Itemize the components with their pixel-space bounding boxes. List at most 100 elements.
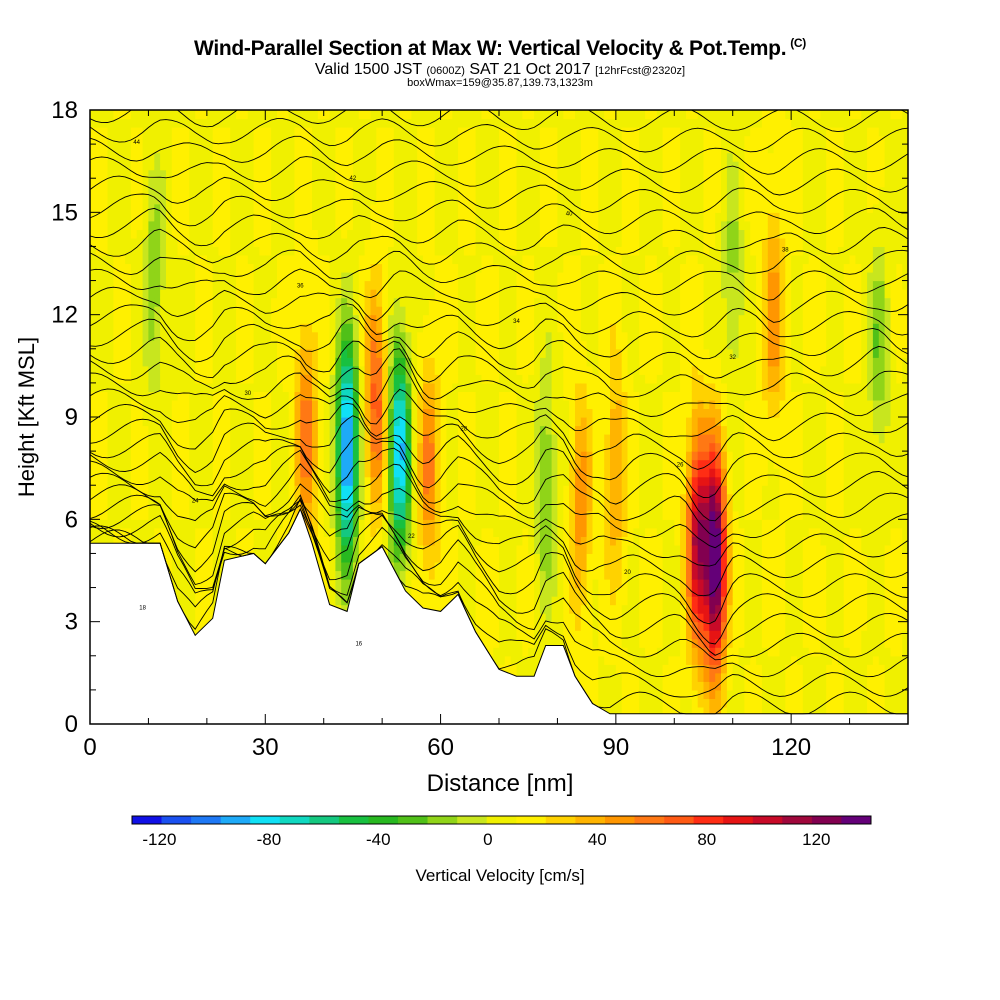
w-cell: [370, 417, 377, 427]
w-cell: [388, 297, 395, 307]
w-cell: [358, 195, 366, 205]
w-cell: [294, 357, 301, 367]
w-cell: [288, 127, 296, 137]
w-cell: [183, 340, 190, 350]
w-cell: [452, 186, 459, 196]
w-cell: [317, 510, 325, 520]
w-cell: [247, 212, 255, 222]
w-cell: [434, 297, 442, 307]
w-cell: [352, 374, 360, 384]
w-cell: [166, 417, 173, 427]
w-cell: [90, 306, 97, 316]
w-cell: [230, 365, 237, 375]
w-cell: [335, 161, 342, 171]
w-cell: [352, 161, 360, 171]
w-cell: [130, 399, 138, 409]
w-cell: [177, 169, 184, 179]
w-cell: [370, 323, 377, 333]
w-cell: [452, 434, 459, 444]
w-cell: [271, 169, 278, 179]
w-cell: [399, 365, 407, 375]
w-cell: [183, 485, 190, 495]
w-cell: [329, 519, 336, 529]
w-cell: [265, 203, 272, 213]
w-cell: [282, 459, 290, 469]
w-cell: [317, 314, 325, 324]
w-cell: [119, 263, 126, 273]
w-cell: [475, 186, 482, 196]
w-cell: [475, 348, 482, 358]
w-cell: [481, 417, 488, 427]
w-cell: [358, 263, 366, 273]
w-cell: [376, 314, 383, 324]
w-cell: [253, 144, 260, 154]
w-cell: [405, 144, 412, 154]
w-cell: [428, 161, 436, 171]
w-cell: [376, 536, 383, 546]
w-cell: [393, 468, 401, 478]
w-cell: [411, 510, 418, 520]
w-cell: [306, 348, 313, 358]
w-cell: [382, 220, 389, 230]
w-cell: [423, 220, 430, 230]
w-cell: [230, 331, 237, 341]
w-cell: [312, 297, 319, 307]
w-cell: [352, 408, 360, 418]
w-cell: [236, 212, 243, 222]
w-cell: [382, 297, 389, 307]
w-cell: [154, 442, 161, 452]
w-cell: [312, 246, 319, 256]
w-cell: [230, 340, 237, 350]
w-cell: [452, 263, 459, 273]
w-cell: [294, 229, 301, 239]
w-cell: [388, 340, 395, 350]
w-cell: [271, 544, 278, 554]
w-cell: [282, 152, 290, 162]
w-cell: [125, 110, 132, 120]
w-cell: [95, 220, 103, 230]
w-cell: [317, 263, 325, 273]
w-cell: [417, 544, 424, 554]
w-cell: [253, 289, 260, 299]
w-cell: [119, 442, 126, 452]
w-cell: [469, 280, 477, 290]
w-cell: [259, 220, 266, 230]
w-cell: [312, 280, 319, 290]
w-cell: [434, 382, 442, 392]
w-cell: [189, 408, 196, 418]
w-cell: [136, 323, 144, 333]
w-cell: [95, 118, 103, 128]
w-cell: [352, 110, 360, 120]
w-cell: [113, 229, 120, 239]
w-cell: [446, 382, 453, 392]
w-cell: [440, 485, 447, 495]
w-cell: [282, 280, 290, 290]
w-cell: [370, 110, 377, 120]
w-cell: [300, 203, 307, 213]
w-cell: [405, 459, 412, 469]
w-cell: [206, 152, 214, 162]
w-cell: [183, 186, 190, 196]
w-cell: [493, 587, 500, 597]
w-cell: [201, 570, 208, 580]
w-cell: [458, 306, 465, 316]
w-cell: [154, 127, 161, 137]
w-cell: [148, 391, 155, 401]
w-cell: [271, 306, 278, 316]
w-cell: [101, 502, 109, 512]
w-cell: [183, 178, 190, 188]
w-cell: [277, 425, 284, 435]
w-cell: [382, 331, 389, 341]
w-cell: [364, 374, 371, 384]
w-cell: [382, 246, 389, 256]
w-cell: [224, 135, 231, 145]
w-cell: [107, 510, 114, 520]
w-cell: [376, 255, 383, 265]
w-cell: [142, 203, 149, 213]
w-cell: [142, 365, 149, 375]
w-cell: [253, 135, 260, 145]
w-cell: [475, 570, 482, 580]
w-cell: [271, 391, 278, 401]
w-cell: [95, 306, 103, 316]
w-cell: [452, 220, 459, 230]
